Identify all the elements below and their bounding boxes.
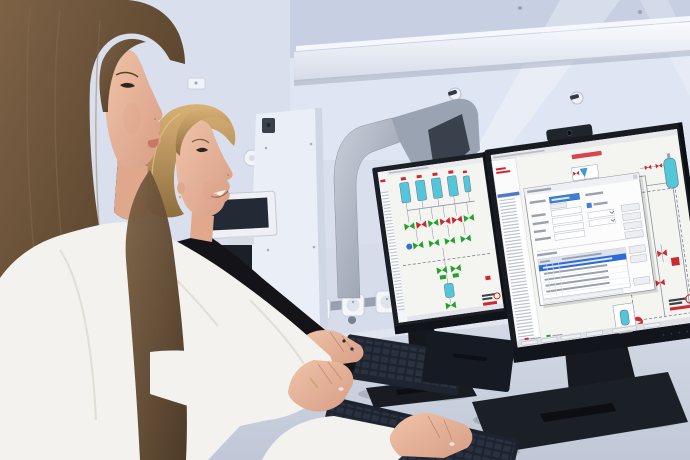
side-button[interactable]: [622, 211, 642, 222]
right-screen[interactable]: [490, 128, 690, 348]
close-icon[interactable]: [632, 174, 638, 180]
side-button[interactable]: [624, 229, 644, 239]
dialog-titlebar[interactable]: [523, 172, 640, 196]
vendor-logo: [668, 294, 690, 311]
checkbox[interactable]: [586, 202, 593, 209]
face: [104, 48, 163, 169]
vendor-logo: [481, 292, 501, 306]
status-bar[interactable]: [407, 303, 504, 322]
small-button[interactable]: [550, 202, 567, 210]
fingernail: [338, 387, 344, 391]
chevron-down-icon: [610, 218, 616, 222]
lower-process-cluster: [436, 247, 491, 310]
dialog-table[interactable]: [537, 246, 631, 300]
blonde-hair: [143, 104, 236, 218]
chevron-down-icon: [609, 210, 615, 214]
smile: [210, 190, 229, 198]
eyebrow: [115, 71, 139, 78]
nail-polish: [350, 347, 354, 351]
eye: [196, 147, 208, 153]
fume-hood: [290, 0, 690, 160]
woman-foreground: [0, 0, 473, 460]
lips: [147, 138, 159, 148]
eye: [120, 82, 135, 88]
path-field[interactable]: [543, 288, 624, 304]
left-monitor[interactable]: [372, 151, 511, 335]
laptop-base[interactable]: [422, 330, 516, 392]
hand-on-keyboard: [389, 412, 473, 458]
menu-bar[interactable]: [490, 128, 678, 162]
panel-display-screen[interactable]: [210, 197, 269, 231]
scada-sidebar[interactable]: [491, 157, 542, 348]
drawer-knob[interactable]: [348, 316, 356, 324]
outlet-vessel: [612, 302, 637, 334]
side-button[interactable]: [623, 220, 643, 230]
table-action-button[interactable]: [633, 276, 651, 286]
gas-tanks: [399, 170, 475, 211]
side-button[interactable]: [620, 202, 641, 213]
pump-symbol: [406, 243, 413, 250]
table-action-button[interactable]: [628, 244, 646, 254]
valve-row-2: [406, 222, 472, 250]
form-fields[interactable]: [529, 192, 586, 243]
dropdown[interactable]: [588, 216, 616, 227]
hair-front-strand: [99, 38, 146, 112]
left-screen[interactable]: [377, 157, 504, 323]
ring: [309, 377, 319, 389]
sleeve-cuff: [262, 416, 407, 460]
base-groove: [540, 403, 616, 422]
earring: [178, 195, 182, 199]
eyebrow: [191, 138, 210, 144]
wall-outlet[interactable]: [341, 293, 365, 317]
right-monitor[interactable]: [482, 111, 690, 363]
blonde-hair-front: [175, 106, 231, 156]
ear: [177, 182, 185, 194]
valve-row-1: [404, 202, 475, 231]
sash-handle-bar[interactable]: [294, 22, 690, 82]
service-valve-knob[interactable]: [569, 91, 584, 105]
table-action-button[interactable]: [629, 253, 648, 264]
parameter-dialog[interactable]: [523, 172, 659, 309]
screen-title-red: [571, 150, 602, 160]
menu-bar[interactable]: [386, 157, 484, 176]
form-right-column[interactable]: [585, 187, 644, 244]
sleeve-cuff: [150, 350, 296, 416]
webcam-lens: [566, 130, 573, 136]
dropdown[interactable]: [587, 208, 615, 219]
smile-teeth: [213, 190, 226, 196]
bottom-toolbar[interactable]: [516, 315, 690, 348]
